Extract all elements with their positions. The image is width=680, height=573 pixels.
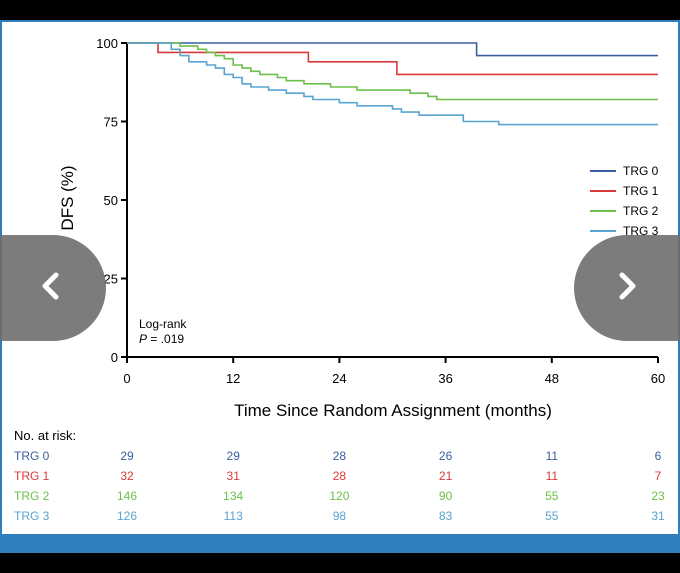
at-risk-count: 134 — [223, 489, 243, 503]
at-risk-row-label: TRG 3 — [14, 509, 50, 523]
curve-trg-2 — [127, 42, 658, 101]
x-tick-label: 0 — [123, 371, 130, 386]
at-risk-count: 29 — [120, 449, 134, 463]
at-risk-count: 120 — [329, 489, 349, 503]
survival-curves — [127, 42, 658, 126]
x-axis-label: Time Since Random Assignment (months) — [234, 401, 552, 420]
figure-panel — [2, 22, 678, 534]
at-risk-count: 28 — [333, 469, 347, 483]
y-tick-label: 75 — [104, 115, 118, 130]
at-risk-row-label: TRG 2 — [14, 489, 50, 503]
at-risk-count: 21 — [439, 469, 453, 483]
curve-trg-0 — [127, 42, 658, 57]
at-risk-count: 31 — [651, 509, 665, 523]
at-risk-count: 90 — [439, 489, 453, 503]
at-risk-count: 11 — [546, 469, 559, 483]
p-label: P — [139, 332, 147, 346]
chevron-right-icon — [619, 272, 636, 300]
bottom-bar — [0, 553, 680, 573]
axes: 0 25 50 75 100 0 12 24 36 48 60 — [96, 36, 665, 386]
at-risk-row-label: TRG 0 — [14, 449, 50, 463]
x-tick-label: 60 — [651, 371, 665, 386]
x-tick-label: 24 — [332, 371, 346, 386]
at-risk-count: 55 — [545, 489, 559, 503]
at-risk-count: 83 — [439, 509, 453, 523]
chevron-left-icon — [42, 272, 59, 300]
legend-label: TRG 2 — [623, 204, 659, 218]
x-tick-label: 36 — [438, 371, 452, 386]
at-risk-count: 28 — [333, 449, 347, 463]
at-risk-count: 146 — [117, 489, 137, 503]
legend-label: TRG 1 — [623, 184, 659, 198]
at-risk-count: 113 — [224, 509, 243, 523]
logrank-label: Log-rank — [139, 317, 187, 331]
at-risk-row-label: TRG 1 — [14, 469, 50, 483]
y-tick-label: 100 — [96, 36, 118, 51]
at-risk-count: 11 — [546, 449, 559, 463]
y-tick-label: 25 — [104, 272, 118, 287]
at-risk-count: 26 — [439, 449, 453, 463]
at-risk-count: 6 — [655, 449, 662, 463]
curve-trg-3 — [127, 42, 658, 126]
y-axis-label: DFS (%) — [58, 165, 77, 230]
previous-button[interactable] — [0, 235, 106, 341]
at-risk-count: 32 — [120, 469, 134, 483]
at-risk-count: 23 — [651, 489, 665, 503]
at-risk-count: 31 — [227, 469, 241, 483]
legend-label: TRG 0 — [623, 164, 659, 178]
at-risk-count: 126 — [117, 509, 137, 523]
legend-label: TRG 3 — [623, 224, 659, 238]
at-risk-table: TRG 0 29 29 28 26 11 6 TRG 1 32 31 28 21 11 7 TRG 2 146… — [14, 449, 665, 523]
at-risk-title: No. at risk: — [14, 428, 76, 443]
p-value-text: = .019 — [147, 332, 184, 346]
x-tick-label: 48 — [545, 371, 559, 386]
p-value: P = .019 — [139, 332, 184, 346]
at-risk-count: 55 — [545, 509, 559, 523]
at-risk-count: 98 — [333, 509, 347, 523]
next-button[interactable] — [574, 235, 680, 341]
at-risk-count: 29 — [227, 449, 241, 463]
y-tick-label: 50 — [104, 193, 118, 208]
x-tick-label: 12 — [226, 371, 240, 386]
y-tick-label: 0 — [111, 350, 118, 365]
at-risk-count: 7 — [655, 469, 662, 483]
curve-trg-1 — [127, 42, 658, 76]
legend: TRG 0 TRG 1 TRG 2 TRG 3 — [590, 164, 659, 238]
